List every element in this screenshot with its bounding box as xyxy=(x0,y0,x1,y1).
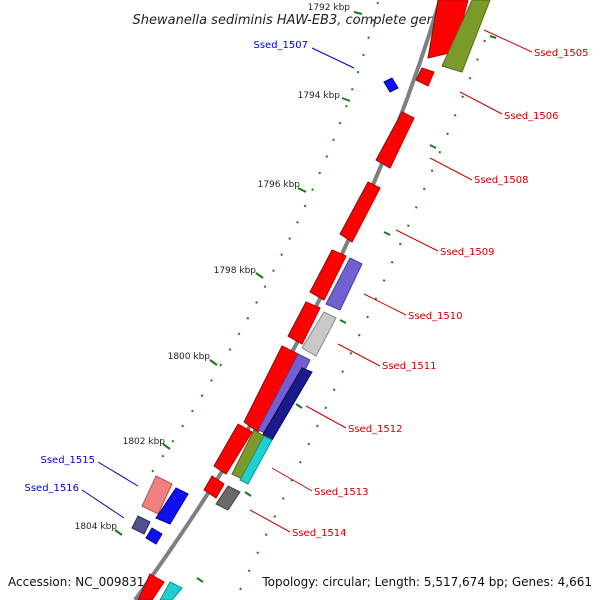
tick-label: 1792 kbp xyxy=(308,3,351,13)
tick-mark xyxy=(114,529,123,536)
leader-line xyxy=(249,509,291,533)
leader-line xyxy=(363,293,407,316)
tick-mark xyxy=(162,443,171,450)
tick-label: 1798 kbp xyxy=(214,266,257,276)
gene-ssed-1505-olive[interactable] xyxy=(441,0,491,73)
inner-dash xyxy=(295,403,303,409)
tick-mark xyxy=(297,187,307,193)
map-title: Shewanella sediminis HAW-EB3, complete g… xyxy=(133,13,464,28)
gene-ssed-1516[interactable] xyxy=(131,515,151,535)
gene-label-ssed-1507[interactable]: Ssed_1507 xyxy=(253,40,308,51)
gene-ssed-1513[interactable] xyxy=(239,435,273,485)
tick-mark xyxy=(209,359,218,366)
tick-mark xyxy=(353,11,363,15)
gene-ssed-1515-blue[interactable] xyxy=(155,487,189,525)
inner-dash xyxy=(196,577,204,583)
gene-label-ssed-1515[interactable]: Ssed_1515 xyxy=(40,455,95,466)
tick-label: 1802 kbp xyxy=(123,437,166,447)
gene-ssed-1510-red[interactable] xyxy=(309,249,347,301)
gene-ssed-1516-blue[interactable] xyxy=(145,527,163,545)
gene-ssed-1511[interactable] xyxy=(301,311,337,357)
inner-dash xyxy=(383,231,391,236)
leader-line xyxy=(337,343,381,367)
tick-mark xyxy=(341,97,351,102)
leader-line xyxy=(483,29,533,53)
gene-ssed-1514-red[interactable] xyxy=(203,475,225,499)
inner-ring-dashes xyxy=(196,35,497,583)
leader-line xyxy=(311,47,355,69)
gene-ssed-1511-red[interactable] xyxy=(287,301,321,345)
leader-line xyxy=(271,467,313,492)
topology-text: Topology: circular; Length: 5,517,674 bp… xyxy=(261,575,592,589)
leader-line xyxy=(459,91,503,115)
gene-ssed-1508[interactable] xyxy=(375,111,415,169)
gene-label-ssed-1509[interactable]: Ssed_1509 xyxy=(440,247,495,258)
gene-label-ssed-1506[interactable]: Ssed_1506 xyxy=(504,111,559,122)
gene-label-ssed-1513[interactable]: Ssed_1513 xyxy=(314,487,369,498)
gene-bottom-cyan[interactable] xyxy=(159,581,183,600)
gene-labels: Ssed_1505 Ssed_1506 Ssed_1508 Ssed_1509 … xyxy=(24,40,588,539)
leader-line xyxy=(97,461,139,487)
gene-ssed-1507[interactable] xyxy=(383,77,399,93)
forward-strand-genes xyxy=(137,0,491,600)
gene-label-ssed-1516[interactable]: Ssed_1516 xyxy=(24,483,79,494)
gene-bottom-red[interactable] xyxy=(137,573,165,600)
inner-dash xyxy=(244,491,252,497)
inner-dash xyxy=(339,319,347,324)
gene-ssed-1515[interactable] xyxy=(141,475,173,515)
gene-ssed-1514[interactable] xyxy=(215,485,241,511)
leader-line xyxy=(81,489,125,519)
tick-label: 1796 kbp xyxy=(258,180,301,190)
gene-label-ssed-1508[interactable]: Ssed_1508 xyxy=(474,175,529,186)
tick-label: 1804 kbp xyxy=(75,522,118,532)
reverse-strand-genes xyxy=(131,77,399,545)
tick-label: 1794 kbp xyxy=(298,91,341,101)
gene-label-ssed-1510[interactable]: Ssed_1510 xyxy=(408,311,463,322)
scale-tick-labels: 1792 kbp 1794 kbp 1796 kbp 1798 kbp 1800… xyxy=(75,3,351,532)
gene-label-ssed-1505[interactable]: Ssed_1505 xyxy=(534,48,589,59)
gene-ssed-1506[interactable] xyxy=(415,67,435,87)
gene-ssed-1510[interactable] xyxy=(325,257,363,311)
gene-ssed-1509[interactable] xyxy=(339,181,381,243)
tick-label: 1800 kbp xyxy=(168,352,211,362)
gene-label-ssed-1512[interactable]: Ssed_1512 xyxy=(348,424,403,435)
gene-label-ssed-1514[interactable]: Ssed_1514 xyxy=(292,528,347,539)
inner-dash xyxy=(489,35,497,39)
leader-lines xyxy=(81,29,533,533)
inner-dash xyxy=(429,144,437,149)
gene-ssed-1513-red[interactable] xyxy=(213,423,253,475)
accession-text: Accession: NC_009831 xyxy=(8,575,144,589)
leader-line xyxy=(395,229,439,252)
leader-line xyxy=(305,405,347,429)
scale-ticks xyxy=(114,11,363,536)
genome-backbone xyxy=(133,0,442,600)
tick-mark xyxy=(255,272,264,279)
gene-label-ssed-1511[interactable]: Ssed_1511 xyxy=(382,361,437,372)
leader-line xyxy=(429,157,473,181)
